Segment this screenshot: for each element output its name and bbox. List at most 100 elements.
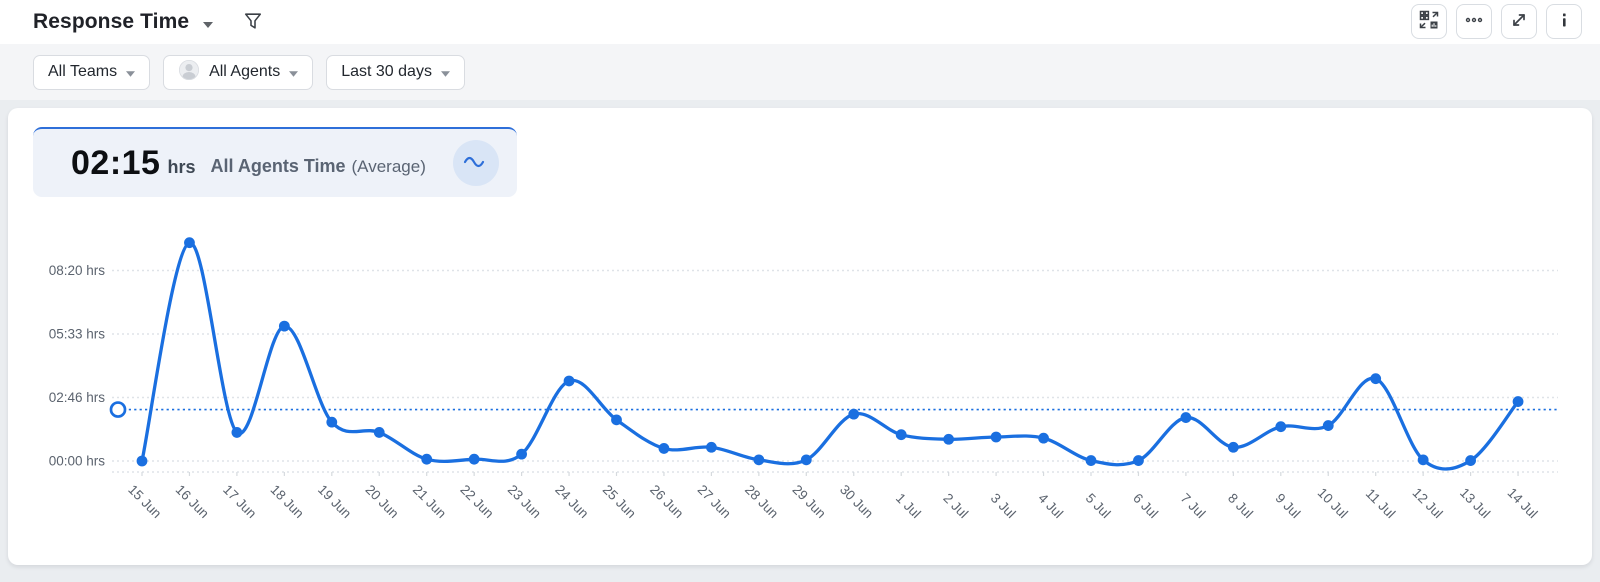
y-axis-tick-label: 00:00 hrs: [49, 454, 106, 469]
data-point-1-jul[interactable]: [895, 429, 907, 441]
agent-filter-label: All Agents: [209, 63, 281, 80]
x-axis-tick-label: 15 Jun: [125, 482, 164, 521]
filter-funnel-button[interactable]: [243, 11, 263, 34]
data-point-8-jul[interactable]: [1227, 441, 1239, 453]
switch-visualization-button[interactable]: [1411, 4, 1447, 39]
x-axis-tick-label: 25 Jun: [600, 482, 639, 521]
info-icon: [1554, 10, 1574, 33]
data-point-24-jun[interactable]: [563, 375, 575, 387]
x-axis-tick-label: 28 Jun: [742, 482, 781, 521]
x-axis-tick-label: 7 Jul: [1178, 490, 1209, 521]
x-axis-tick-label: 22 Jun: [457, 482, 496, 521]
data-point-27-jun[interactable]: [706, 441, 717, 453]
x-axis-tick-label: 27 Jun: [695, 482, 734, 521]
y-axis-tick-label: 02:46 hrs: [49, 390, 106, 405]
x-axis-tick-label: 19 Jun: [315, 482, 354, 521]
x-axis-tick-label: 18 Jun: [268, 482, 307, 521]
x-axis-tick-label: 29 Jun: [790, 482, 829, 521]
data-point-21-jun[interactable]: [421, 453, 433, 465]
data-point-14-jul[interactable]: [1512, 396, 1524, 407]
x-axis-tick-label: 30 Jun: [837, 482, 876, 521]
date-range-label: Last 30 days: [341, 63, 432, 80]
data-point-28-jun[interactable]: [753, 454, 765, 466]
x-axis-tick-label: 23 Jun: [505, 482, 544, 521]
y-axis-tick-label: 08:20 hrs: [49, 263, 106, 278]
x-axis-tick-label: 1 Jul: [893, 490, 924, 521]
x-axis-tick-label: 16 Jun: [173, 482, 212, 521]
data-point-9-jul[interactable]: [1275, 421, 1287, 433]
x-axis-tick-label: 3 Jul: [988, 490, 1019, 521]
team-filter-dropdown[interactable]: All Teams: [33, 54, 151, 90]
response-time-series-line: [140, 241, 1520, 471]
data-point-12-jul[interactable]: [1417, 454, 1429, 466]
chart-panel: 02:15 hrs All Agents Time (Average) 00:0…: [8, 108, 1592, 565]
average-marker[interactable]: [109, 401, 127, 418]
widget-header: Response Time: [0, 0, 1600, 44]
chevron-down-icon: [126, 64, 136, 82]
data-point-15-jun[interactable]: [136, 455, 148, 467]
x-axis-tick-label: 8 Jul: [1225, 490, 1256, 521]
date-range-dropdown[interactable]: Last 30 days: [326, 54, 465, 90]
page-title: Response Time: [33, 10, 190, 33]
funnel-icon: [243, 11, 263, 34]
avatar-icon: [178, 59, 200, 86]
kpi-label: All Agents Time: [210, 156, 346, 176]
x-axis-tick-label: 24 Jun: [552, 482, 591, 521]
more-options-button[interactable]: [1456, 4, 1492, 39]
data-point-4-jul[interactable]: [1038, 432, 1049, 444]
data-point-16-jun[interactable]: [184, 237, 195, 249]
x-axis-tick-label: 10 Jul: [1315, 485, 1351, 521]
kpi-card-all-agents-time[interactable]: 02:15 hrs All Agents Time (Average): [33, 127, 517, 197]
visualization-switch-icon: [1418, 9, 1440, 34]
data-point-13-jul[interactable]: [1465, 455, 1476, 466]
x-axis-tick-label: 14 Jul: [1504, 485, 1540, 521]
data-point-30-jun[interactable]: [848, 408, 860, 420]
agent-filter-dropdown[interactable]: All Agents: [163, 54, 314, 90]
x-axis-tick-label: 2 Jul: [940, 490, 971, 521]
ellipsis-icon: [1463, 9, 1485, 34]
data-point-20-jun[interactable]: [373, 427, 385, 438]
data-point-19-jun[interactable]: [326, 416, 338, 428]
data-point-6-jul[interactable]: [1133, 455, 1144, 466]
kpi-value: 02:15: [71, 143, 161, 182]
x-axis-tick-label: 17 Jun: [220, 482, 259, 521]
data-point-29-jun[interactable]: [800, 454, 812, 466]
data-point-23-jun[interactable]: [516, 448, 527, 460]
y-axis-tick-label: 05:33 hrs: [49, 326, 106, 341]
data-point-11-jul[interactable]: [1370, 373, 1382, 385]
kpi-metric-badge: [453, 140, 499, 186]
x-axis-tick-label: 4 Jul: [1035, 490, 1066, 521]
data-point-7-jul[interactable]: [1180, 412, 1192, 423]
x-axis-tick-label: 5 Jul: [1083, 490, 1114, 521]
chevron-down-icon: [440, 64, 450, 82]
data-point-5-jul[interactable]: [1085, 455, 1097, 466]
data-point-3-jul[interactable]: [990, 431, 1002, 443]
kpi-unit: hrs: [167, 157, 196, 177]
x-axis-tick-label: 12 Jul: [1410, 485, 1446, 521]
data-point-2-jul[interactable]: [943, 433, 955, 445]
filter-bar: All Teams All Agents Last 30 days: [0, 44, 1600, 100]
x-axis-tick-label: 9 Jul: [1273, 490, 1304, 521]
data-point-10-jul[interactable]: [1322, 420, 1334, 431]
data-point-25-jun[interactable]: [611, 414, 622, 426]
x-axis-tick-label: 26 Jun: [647, 482, 686, 521]
x-axis-tick-label: 13 Jul: [1457, 485, 1493, 521]
title-dropdown-caret-icon[interactable]: [203, 15, 214, 33]
x-axis-tick-label: 21 Jun: [410, 482, 449, 521]
response-time-chart[interactable]: 00:00 hrs 02:46 hrs 05:33 hrs 08:20 hrs 15 J…: [8, 108, 1592, 565]
data-point-17-jun[interactable]: [231, 427, 243, 438]
info-button[interactable]: [1546, 4, 1582, 39]
chevron-down-icon: [289, 64, 299, 82]
team-filter-label: All Teams: [48, 63, 118, 80]
data-point-18-jun[interactable]: [278, 320, 290, 332]
kpi-qualifier: (Average): [351, 157, 426, 176]
x-axis-tick-label: 11 Jul: [1363, 486, 1398, 521]
expand-icon: [1509, 10, 1529, 33]
wave-line-icon: [462, 152, 490, 175]
x-axis-tick-label: 6 Jul: [1130, 490, 1161, 521]
data-point-22-jun[interactable]: [468, 453, 480, 465]
expand-button[interactable]: [1501, 4, 1537, 39]
data-point-26-jun[interactable]: [658, 443, 670, 454]
header-actions: [1411, 4, 1582, 39]
x-axis-tick-label: 20 Jun: [362, 482, 401, 521]
